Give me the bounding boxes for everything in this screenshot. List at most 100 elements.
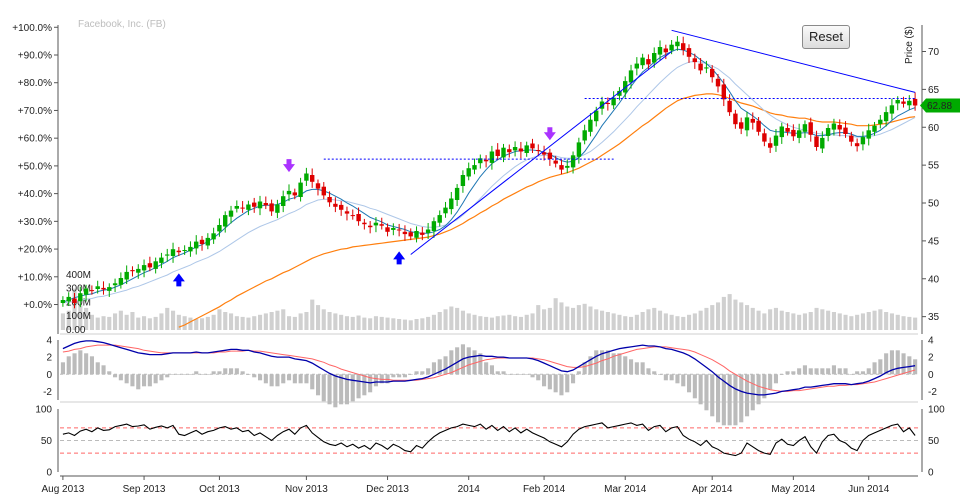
candle-up	[449, 198, 454, 210]
macd-histogram-bar	[165, 374, 170, 378]
candle-up	[825, 128, 831, 136]
macd-histogram-bar	[571, 374, 576, 384]
candle-up	[512, 147, 518, 151]
candle-up	[907, 100, 912, 106]
volume-bar	[831, 312, 836, 330]
macd-histogram-bar	[205, 374, 210, 375]
volume-bar	[710, 305, 715, 330]
volume-bar	[913, 317, 918, 330]
x-tick-label: 2014	[458, 484, 481, 495]
volume-bar	[721, 296, 726, 330]
candle-down	[292, 192, 297, 196]
volume-bar	[547, 307, 552, 330]
volume-bar	[849, 316, 854, 330]
macd-histogram-bar	[362, 374, 367, 396]
reset-button[interactable]: Reset	[802, 25, 850, 49]
macd-histogram-bar	[118, 374, 123, 381]
candle-up	[576, 142, 582, 157]
candle-up	[565, 165, 570, 168]
macd-histogram-bar	[889, 350, 894, 375]
macd-histogram-bar	[692, 374, 697, 399]
candle-down	[646, 59, 651, 65]
volume-bar	[698, 310, 703, 330]
macd-histogram-bar	[582, 362, 587, 375]
x-tick-label: Apr 2014	[692, 484, 733, 495]
candle-down	[385, 227, 390, 232]
candle-up	[820, 137, 825, 149]
macd-histogram-bar	[60, 362, 65, 375]
volume-bar	[501, 315, 506, 330]
percent-tick-label: +80.0%	[18, 78, 52, 89]
volume-bar	[310, 299, 315, 330]
percent-tick-label: +0.0%	[23, 300, 52, 311]
candle-up	[431, 221, 437, 231]
candle-up	[524, 145, 529, 153]
macd-histogram-bar	[756, 374, 761, 405]
macd-histogram-bar	[652, 371, 657, 375]
candle-up	[594, 110, 599, 122]
macd-histogram-bar	[217, 371, 222, 375]
macd-histogram-bar	[287, 374, 292, 381]
chart-title: Facebook, Inc. (FB)	[78, 19, 166, 30]
last-price-value: 62.88	[927, 101, 952, 112]
candle-down	[756, 120, 761, 132]
volume-bar	[623, 316, 628, 330]
candle-down	[547, 152, 553, 159]
candle-up	[141, 265, 147, 271]
candle-up	[669, 44, 674, 51]
volume-bar	[692, 313, 697, 330]
candle-down	[721, 84, 726, 100]
volume-bar	[298, 313, 303, 330]
volume-bar	[588, 306, 593, 330]
volume-bar	[333, 313, 338, 330]
macd-histogram-bar	[773, 374, 778, 384]
macd-histogram-bar	[350, 374, 355, 402]
candle-up	[391, 228, 396, 230]
volume-bar	[750, 307, 755, 330]
volume-bar	[791, 313, 796, 330]
candle-down	[356, 214, 361, 222]
candle-down	[339, 204, 344, 210]
macd-histogram-bar	[275, 374, 280, 387]
volume-bar	[130, 312, 135, 330]
macd-histogram-bar	[629, 359, 634, 375]
volume-bar	[159, 313, 164, 330]
candle-down	[396, 229, 402, 231]
macd-histogram-bar	[176, 374, 181, 375]
volume-bar	[646, 309, 651, 330]
candle-up	[675, 41, 680, 47]
volume-tick-label: 400M	[66, 270, 91, 281]
macd-histogram-bar	[594, 350, 599, 375]
volume-bar	[101, 316, 106, 330]
volume-bar	[478, 316, 483, 330]
macd-histogram-bar	[814, 368, 819, 375]
candle-down	[739, 122, 744, 129]
price-tick-label: 50	[928, 199, 940, 210]
volume-bar	[907, 316, 912, 330]
candle-down	[420, 232, 425, 235]
candle-down	[72, 298, 77, 303]
macd-histogram-bar	[518, 374, 523, 375]
macd-histogram-bar	[194, 371, 199, 375]
x-tick-label: Oct 2013	[199, 484, 240, 495]
candle-down	[507, 149, 512, 153]
volume-bar	[258, 314, 263, 330]
candle-up	[124, 271, 129, 280]
rsi-tick-label-right: 100	[928, 405, 945, 416]
candle-down	[89, 290, 95, 292]
macd-histogram-bar	[542, 374, 547, 387]
macd-histogram-bar	[310, 374, 315, 390]
volume-bar	[437, 312, 442, 330]
volume-bar	[281, 309, 286, 330]
volume-bar	[200, 318, 205, 330]
buy-signal-arrow	[172, 273, 185, 287]
macd-histogram-bar	[258, 374, 263, 381]
macd-histogram-bar	[826, 368, 831, 375]
volume-bar	[356, 315, 361, 330]
volume-bar	[814, 307, 819, 330]
volume-bar	[855, 314, 860, 330]
volume-bar	[820, 309, 825, 330]
candle-up	[298, 182, 303, 197]
candle-up	[182, 250, 187, 251]
